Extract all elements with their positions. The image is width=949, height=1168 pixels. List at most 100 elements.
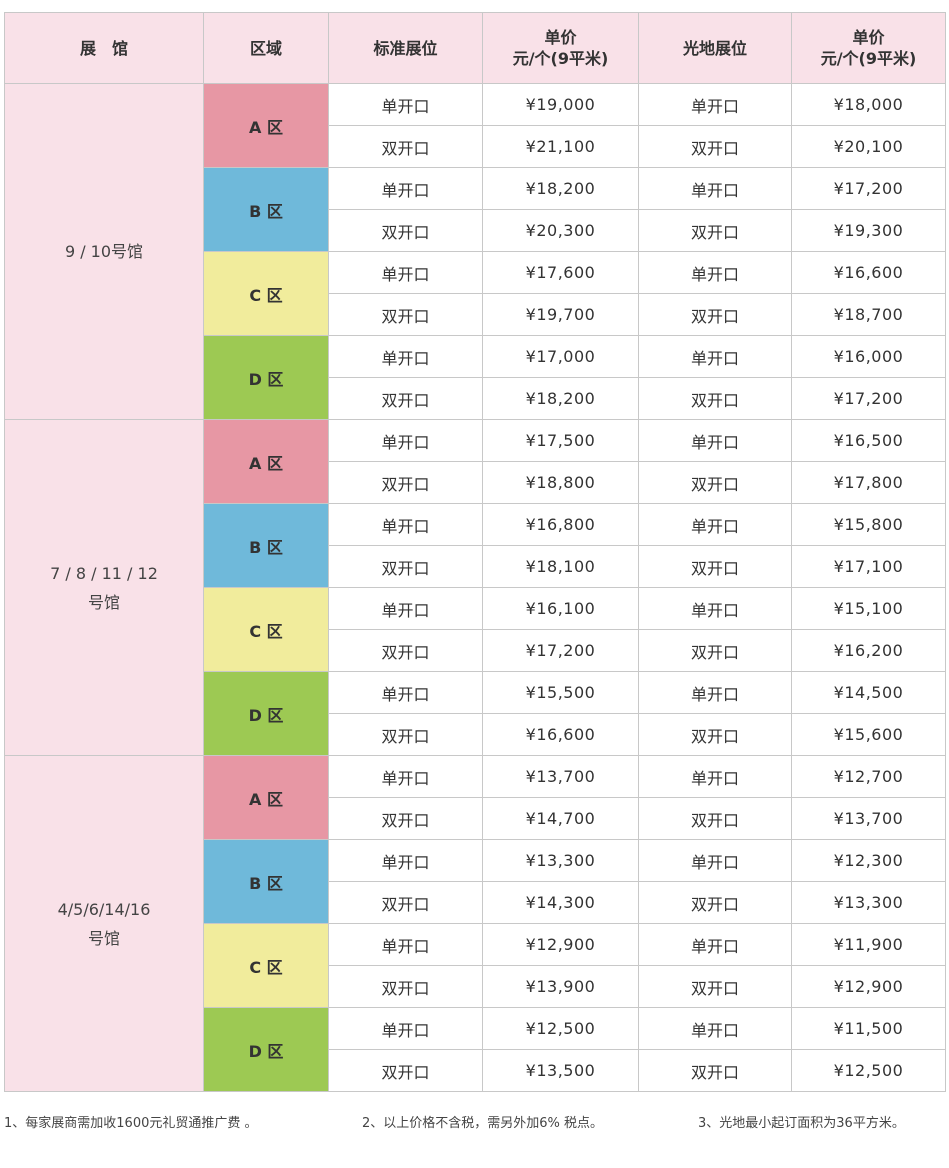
standard-booth-type: 单开口 [328, 671, 483, 714]
raw-space-price: ¥15,800 [791, 503, 946, 546]
raw-space-price: ¥15,600 [791, 713, 946, 756]
table-row: C 区单开口 ¥17,600 单开口 ¥16,600 [5, 251, 946, 336]
standard-booth-type: 双开口 [328, 125, 483, 168]
table-body: 9 / 10号馆 A 区单开口 ¥19,000 单开口 ¥18,000 双开口 ¥21,10… [4, 83, 946, 1092]
raw-space-price: ¥17,100 [791, 545, 946, 588]
table-row: 双开口 ¥18,800 双开口 ¥17,800 [5, 461, 946, 504]
hall-cell: 4/5/6/14/16 号馆 [4, 755, 204, 1092]
hall-name-line: 4/5/6/14/16 [57, 899, 151, 919]
footnote: 2、以上价格不含税，需另外加6% 税点。 [362, 1116, 604, 1131]
raw-space-price: ¥19,300 [791, 209, 946, 252]
standard-booth-type: 双开口 [328, 293, 483, 336]
standard-booth-price: ¥12,500 [482, 1007, 639, 1050]
raw-space-type: 单开口 [638, 671, 792, 714]
raw-space-type: 双开口 [638, 713, 792, 756]
table-row: 7 / 8 / 11 / 12 号馆 A 区单开口 ¥17,500 单开口 ¥16,500 [4, 419, 946, 756]
raw-space-price: ¥15,100 [791, 587, 946, 630]
table-row: C 区单开口 ¥12,900 单开口 ¥11,900 [5, 923, 946, 1008]
zone-cell-c: C 区 [203, 251, 329, 336]
zone-cell-d: D 区 [203, 335, 329, 420]
table-row: B 区单开口 ¥16,800 单开口 ¥15,800 [5, 503, 946, 588]
hall-name-line: 号馆 [87, 592, 120, 612]
standard-booth-type: 单开口 [328, 503, 483, 546]
standard-booth-type: 双开口 [328, 1049, 483, 1092]
raw-space-price: ¥14,500 [791, 671, 946, 714]
standard-booth-type: 双开口 [328, 209, 483, 252]
standard-booth-type: 双开口 [328, 545, 483, 588]
standard-booth-price: ¥18,200 [482, 377, 639, 420]
standard-booth-type: 单开口 [328, 251, 483, 294]
raw-space-type: 单开口 [638, 83, 792, 126]
raw-space-price: ¥16,200 [791, 629, 946, 672]
zone-cell-a: A 区 [203, 419, 329, 504]
table-row: 双开口 ¥13,900 双开口 ¥12,900 [5, 965, 946, 1008]
zone-cell-b: B 区 [203, 839, 329, 924]
zone-cell-a: A 区 [203, 83, 329, 168]
table-row: D 区单开口 ¥15,500 单开口 ¥14,500 [5, 671, 946, 756]
raw-space-price: ¥11,900 [791, 923, 946, 966]
standard-booth-type: 双开口 [328, 797, 483, 840]
zone-cell-c: C 区 [203, 923, 329, 1008]
table-row: B 区单开口 ¥13,300 单开口 ¥12,300 [5, 839, 946, 924]
raw-space-type: 单开口 [638, 587, 792, 630]
raw-space-type: 单开口 [638, 419, 792, 462]
header-price-line2: 元/个(9平米) [820, 49, 917, 68]
header-row: 展 馆 区域 标准展位 单价 元/个(9平米) 光地展位 单价 元/个(9平米) [4, 12, 946, 84]
standard-booth-price: ¥18,800 [482, 461, 639, 504]
standard-booth-price: ¥20,300 [482, 209, 639, 252]
raw-space-type: 单开口 [638, 503, 792, 546]
standard-booth-type: 双开口 [328, 965, 483, 1008]
header-hall: 展 馆 [4, 12, 204, 84]
raw-space-type: 双开口 [638, 797, 792, 840]
table-row: 双开口 ¥21,100 双开口 ¥20,100 [5, 125, 946, 168]
table-row: 双开口 ¥18,100 双开口 ¥17,100 [5, 545, 946, 588]
table-row: 双开口 ¥19,700 双开口 ¥18,700 [5, 293, 946, 336]
standard-booth-type: 双开口 [328, 461, 483, 504]
standard-booth-type: 双开口 [328, 881, 483, 924]
raw-space-type: 双开口 [638, 629, 792, 672]
standard-booth-price: ¥18,100 [482, 545, 639, 588]
raw-space-price: ¥17,800 [791, 461, 946, 504]
raw-space-type: 双开口 [638, 377, 792, 420]
standard-booth-price: ¥16,100 [482, 587, 639, 630]
zone-cell-b: B 区 [203, 167, 329, 252]
header-standard-price: 单价 元/个(9平米) [482, 12, 639, 84]
standard-booth-price: ¥16,600 [482, 713, 639, 756]
standard-booth-type: 单开口 [328, 923, 483, 966]
raw-space-price: ¥13,300 [791, 881, 946, 924]
standard-booth-price: ¥13,300 [482, 839, 639, 882]
raw-space-price: ¥12,700 [791, 755, 946, 798]
standard-booth-price: ¥12,900 [482, 923, 639, 966]
raw-space-price: ¥17,200 [791, 167, 946, 210]
raw-space-type: 双开口 [638, 545, 792, 588]
hall-name-line: 号馆 [87, 928, 120, 948]
hall-name-line: 9 / 10号馆 [64, 242, 144, 261]
standard-booth-type: 单开口 [328, 755, 483, 798]
standard-booth-price: ¥17,500 [482, 419, 639, 462]
raw-space-price: ¥16,000 [791, 335, 946, 378]
header-standard-booth: 标准展位 [328, 12, 483, 84]
footnote: 3、光地最小起订面积为36平方米。 [698, 1116, 905, 1131]
table-row: 双开口 ¥17,200 双开口 ¥16,200 [5, 629, 946, 672]
header-raw-price: 单价 元/个(9平米) [791, 12, 946, 84]
table-row: 双开口 ¥13,500 双开口 ¥12,500 [5, 1049, 946, 1092]
raw-space-price: ¥11,500 [791, 1007, 946, 1050]
standard-booth-type: 双开口 [328, 629, 483, 672]
raw-space-type: 单开口 [638, 1007, 792, 1050]
standard-booth-type: 单开口 [328, 1007, 483, 1050]
zone-cell-a: A 区 [203, 755, 329, 840]
table-row: 双开口 ¥16,600 双开口 ¥15,600 [5, 713, 946, 756]
standard-booth-price: ¥16,800 [482, 503, 639, 546]
raw-space-type: 单开口 [638, 335, 792, 378]
standard-booth-price: ¥21,100 [482, 125, 639, 168]
standard-booth-type: 双开口 [328, 713, 483, 756]
raw-space-price: ¥16,600 [791, 251, 946, 294]
raw-space-price: ¥12,500 [791, 1049, 946, 1092]
standard-booth-price: ¥13,900 [482, 965, 639, 1008]
hall-cell: 7 / 8 / 11 / 12 号馆 [4, 419, 204, 756]
raw-space-type: 双开口 [638, 209, 792, 252]
table-row: D 区单开口 ¥17,000 单开口 ¥16,000 [5, 335, 946, 420]
standard-booth-price: ¥13,500 [482, 1049, 639, 1092]
table-row: 4/5/6/14/16 号馆 A 区单开口 ¥13,700 单开口 ¥12,700 [4, 755, 946, 1092]
hall-name-line: 7 / 8 / 11 / 12 [50, 563, 158, 583]
